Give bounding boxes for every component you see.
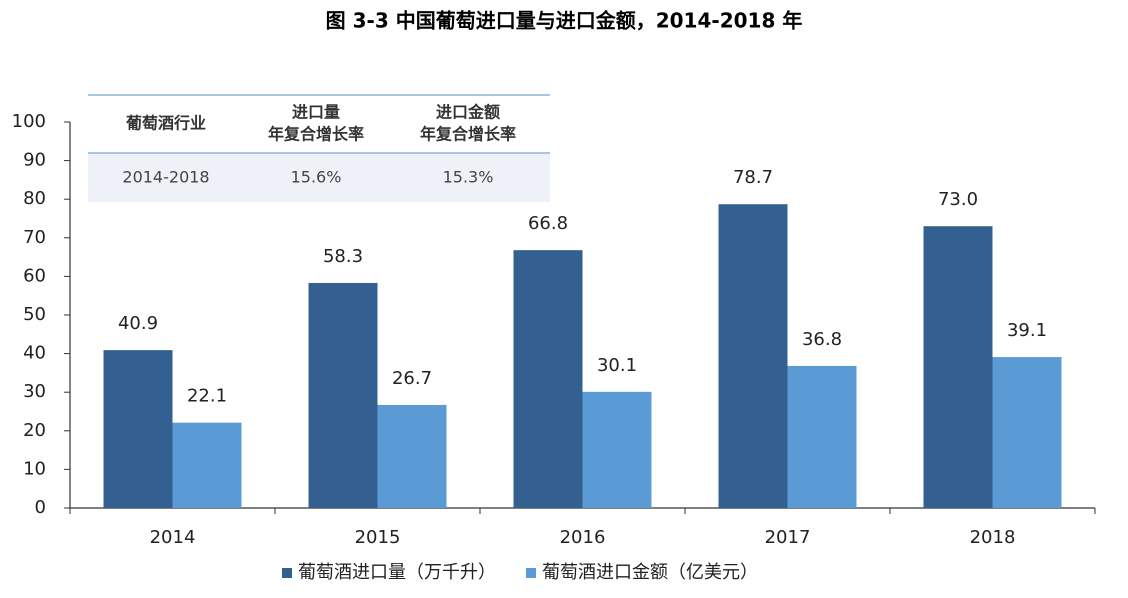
bar <box>308 282 378 508</box>
x-tick-label: 2016 <box>560 527 606 548</box>
legend-label: 葡萄酒进口量（万千升） <box>298 562 496 583</box>
table-header: 葡萄酒行业 <box>125 114 206 133</box>
x-tick-label: 2018 <box>970 527 1016 548</box>
bar <box>718 204 788 508</box>
bar <box>377 404 447 508</box>
y-tick-label: 0 <box>35 497 46 518</box>
table-header: 年复合增长率 <box>420 125 516 144</box>
chart-title: 图 3-3 中国葡萄进口量与进口金额，2014-2018 年 <box>326 9 803 33</box>
y-tick-label: 30 <box>23 381 46 402</box>
bar <box>513 250 583 509</box>
table-header: 进口量 <box>292 103 340 122</box>
data-label: 22.1 <box>187 386 227 407</box>
table-cell: 15.3% <box>443 168 494 187</box>
data-label: 66.8 <box>528 213 568 234</box>
y-tick-label: 80 <box>23 188 46 209</box>
data-label: 58.3 <box>323 246 363 267</box>
data-label: 39.1 <box>1007 320 1047 341</box>
data-label: 30.1 <box>597 355 637 376</box>
bar <box>787 365 857 508</box>
bar <box>103 350 173 508</box>
table-cell: 15.6% <box>291 168 342 187</box>
y-tick-label: 50 <box>23 304 46 325</box>
table-row-bg <box>88 153 550 202</box>
y-tick-label: 40 <box>23 343 46 364</box>
x-tick-label: 2017 <box>765 527 811 548</box>
x-tick-label: 2014 <box>150 527 196 548</box>
plot-area: 0 10 20 30 40 50 60 70 80 90 100 2014 40.9 22.1 2015 58… <box>12 111 1096 548</box>
legend-swatch <box>282 568 292 578</box>
data-label: 40.9 <box>118 313 158 334</box>
bar <box>992 357 1062 508</box>
data-label: 73.0 <box>938 189 978 210</box>
bar <box>172 422 242 508</box>
x-tick-label: 2015 <box>355 527 401 548</box>
y-tick-label: 20 <box>23 420 46 441</box>
y-tick-label: 90 <box>23 150 46 171</box>
bar <box>582 391 652 508</box>
data-label: 36.8 <box>802 329 842 350</box>
legend-label: 葡萄酒进口金额（亿美元） <box>542 562 758 583</box>
bar <box>923 226 993 508</box>
legend-swatch <box>526 568 536 578</box>
y-tick-label: 60 <box>23 265 46 286</box>
table-header: 年复合增长率 <box>268 125 364 144</box>
y-tick-label: 100 <box>12 111 46 132</box>
y-tick-label: 70 <box>23 227 46 248</box>
data-label: 26.7 <box>392 368 432 389</box>
table-cell: 2014-2018 <box>122 168 209 187</box>
table-header: 进口金额 <box>436 103 500 122</box>
data-label: 78.7 <box>733 167 773 188</box>
y-tick-label: 10 <box>23 458 46 479</box>
